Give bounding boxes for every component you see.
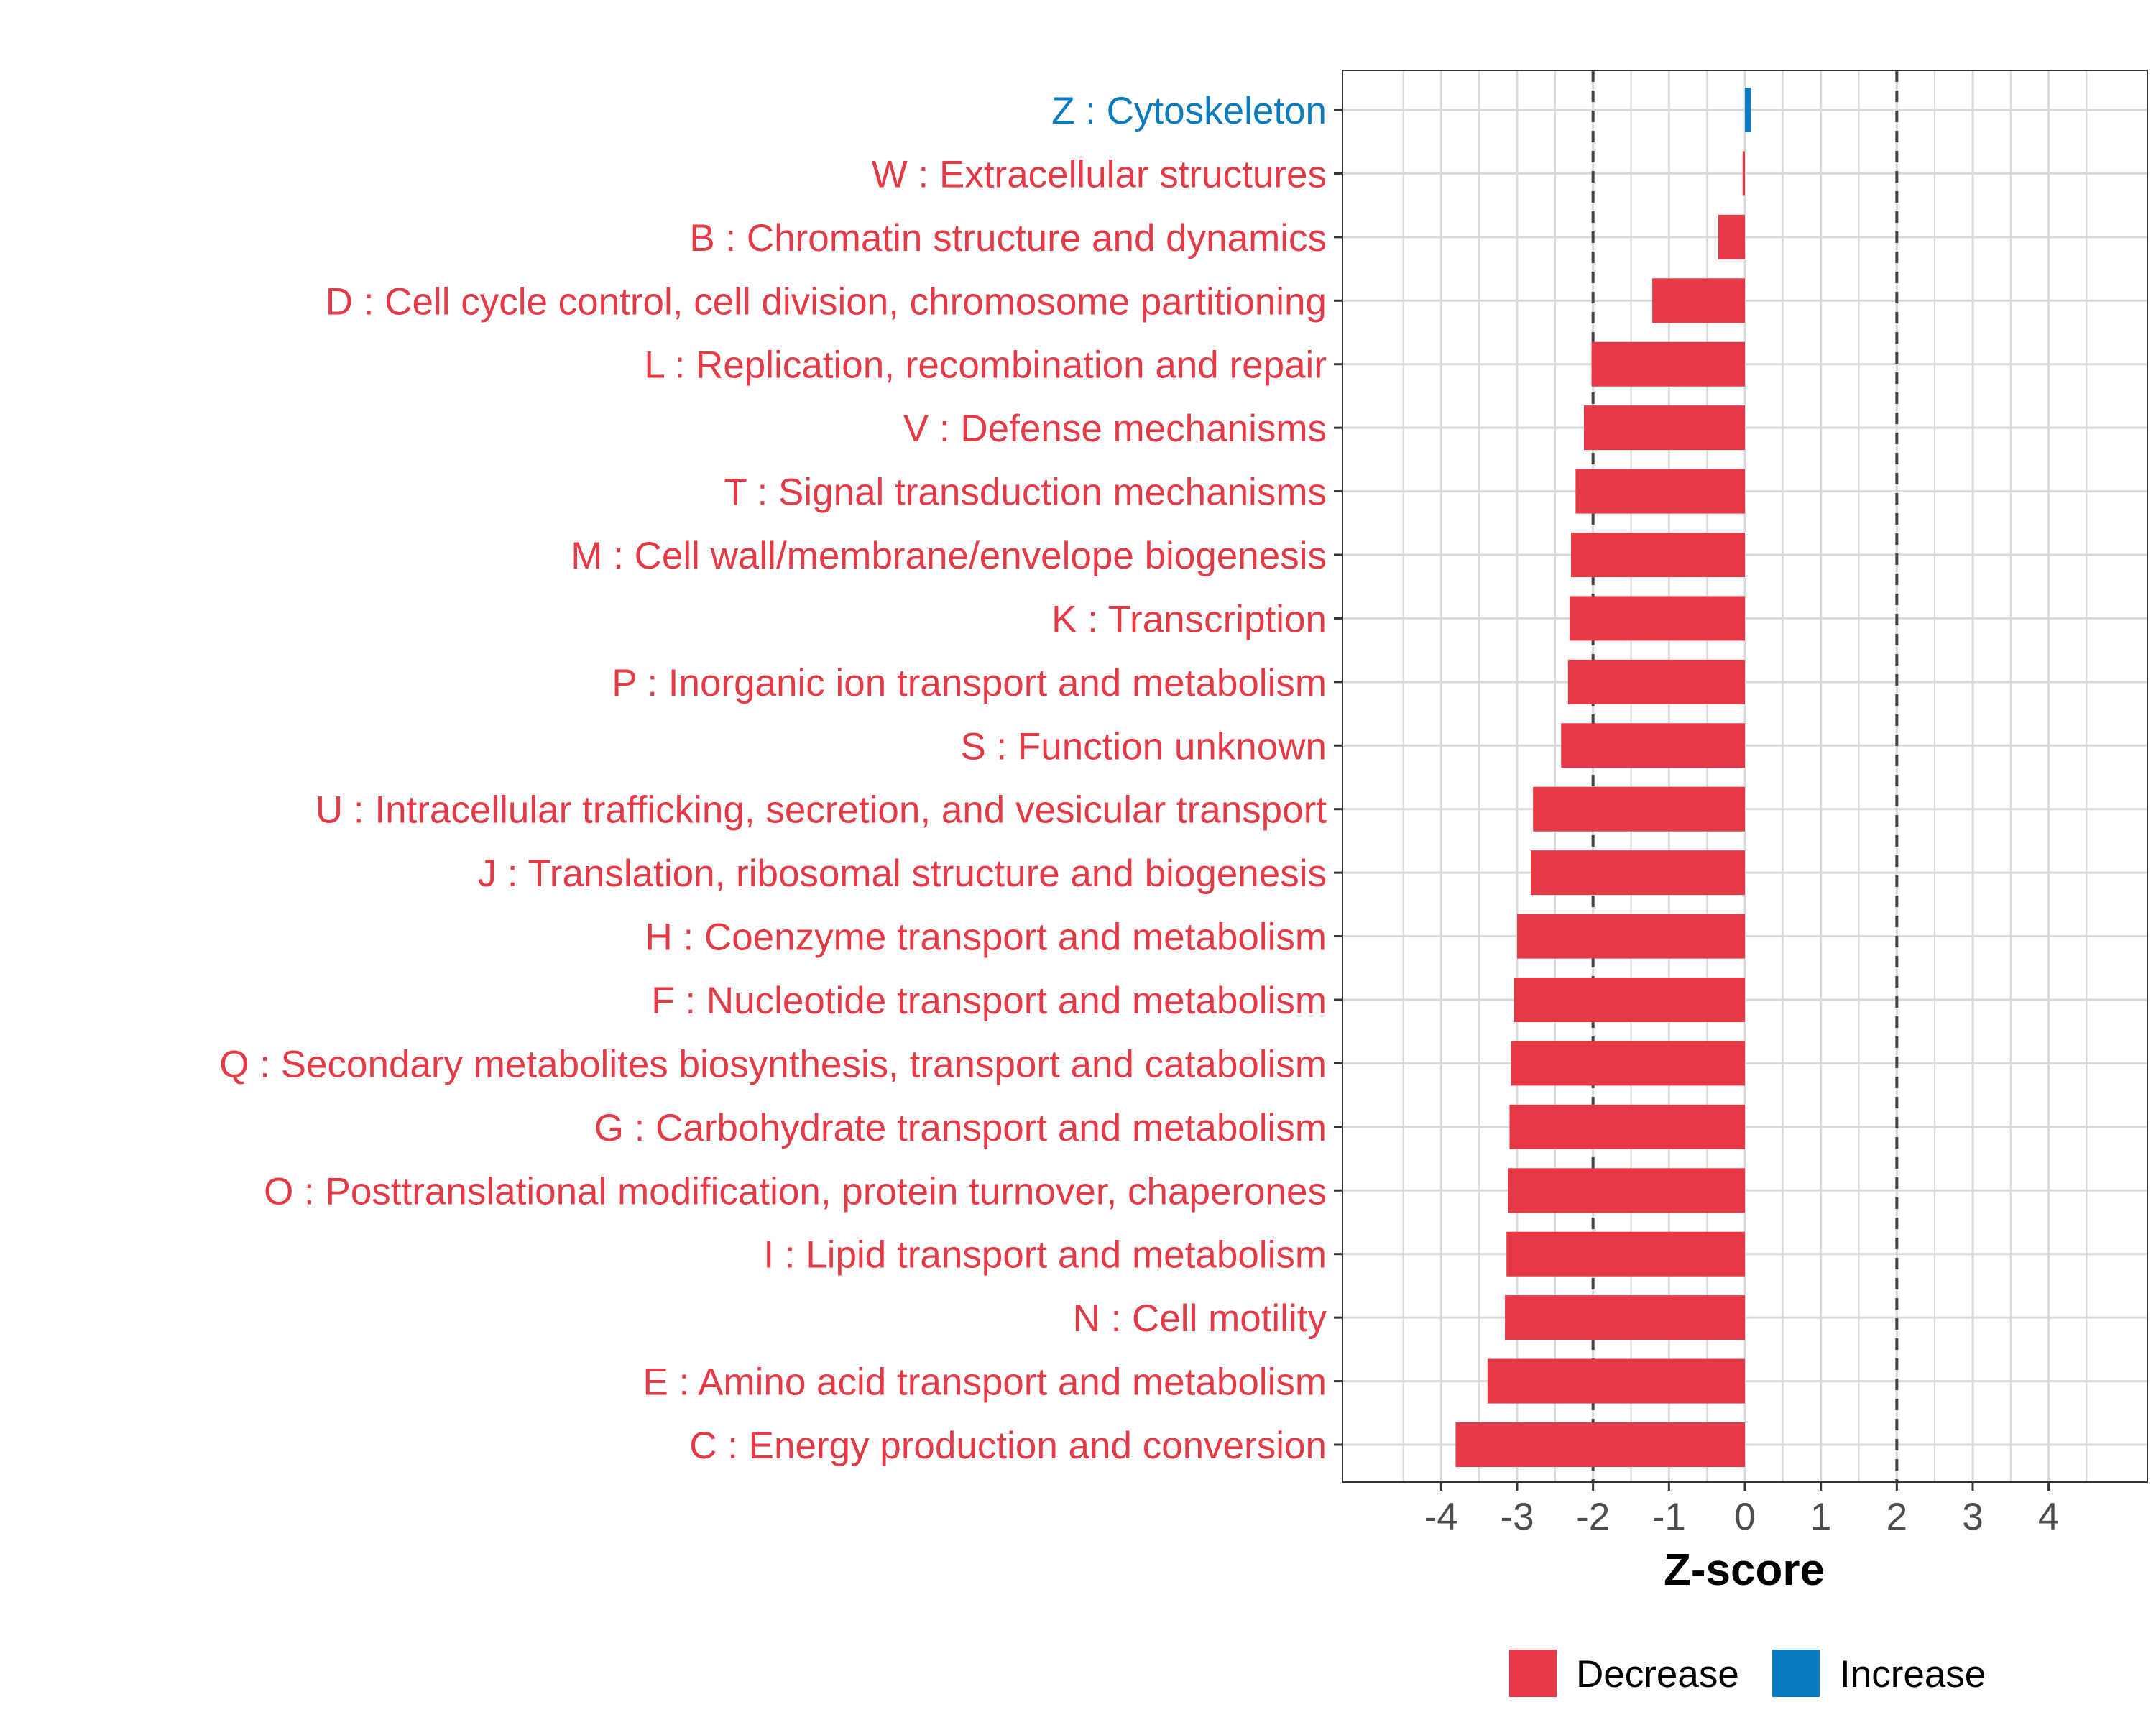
category-label: V : Defense mechanisms xyxy=(903,408,1327,450)
bar xyxy=(1575,469,1745,514)
bar xyxy=(1567,659,1745,704)
legend: Decrease Increase xyxy=(1509,1650,1986,1697)
bar xyxy=(1508,1168,1745,1213)
category-label: O : Posttranslational modification, prot… xyxy=(264,1170,1327,1213)
legend-key xyxy=(1772,1650,1820,1697)
legend-label: Decrease xyxy=(1576,1653,1739,1696)
category-label: F : Nucleotide transport and metabolism xyxy=(651,980,1327,1022)
bar xyxy=(1506,1231,1745,1276)
category-label: M : Cell wall/membrane/envelope biogenes… xyxy=(571,535,1327,577)
bar xyxy=(1561,723,1745,768)
x-tick-label: -3 xyxy=(1500,1496,1534,1538)
x-tick-label: 1 xyxy=(1810,1496,1831,1538)
bar xyxy=(1505,1295,1745,1340)
category-label: G : Carbohydrate transport and metabolis… xyxy=(594,1107,1327,1149)
category-label: E : Amino acid transport and metabolism xyxy=(642,1361,1327,1404)
category-label: W : Extracellular structures xyxy=(872,153,1327,196)
bar xyxy=(1509,1104,1745,1149)
x-tick-label: -1 xyxy=(1652,1496,1686,1538)
bar xyxy=(1571,533,1745,577)
bar xyxy=(1718,214,1745,259)
y-axis-ticks xyxy=(1334,109,1342,1446)
category-label: L : Replication, recombination and repai… xyxy=(644,344,1327,387)
category-label: T : Signal transduction mechanisms xyxy=(724,472,1327,514)
bar xyxy=(1517,914,1745,959)
category-label: S : Function unknown xyxy=(960,725,1327,768)
x-axis-title: Z-score xyxy=(1664,1545,1825,1595)
legend-label: Increase xyxy=(1840,1653,1986,1696)
bar xyxy=(1584,405,1745,451)
x-tick-label: 4 xyxy=(2038,1496,2059,1538)
category-labels: Z : Cytoskeleton W : Extracellular struct… xyxy=(219,90,1327,1467)
category-label: C : Energy production and conversion xyxy=(689,1425,1327,1467)
bars xyxy=(1455,88,1751,1467)
category-label: Z : Cytoskeleton xyxy=(1051,90,1327,132)
category-label: P : Inorganic ion transport and metaboli… xyxy=(612,662,1327,704)
x-tick-label: 3 xyxy=(1962,1496,1983,1538)
bar xyxy=(1511,1041,1745,1086)
bar xyxy=(1745,88,1751,132)
x-tick-label: 0 xyxy=(1734,1496,1755,1538)
bar xyxy=(1455,1422,1745,1467)
legend-key xyxy=(1509,1650,1557,1697)
bar xyxy=(1533,786,1745,832)
bar xyxy=(1531,850,1745,896)
bar xyxy=(1652,278,1745,323)
category-label: B : Chromatin structure and dynamics xyxy=(689,217,1327,259)
bar xyxy=(1742,151,1745,196)
category-label: U : Intracellular trafficking, secretion… xyxy=(315,789,1327,832)
category-label: K : Transcription xyxy=(1051,598,1327,640)
category-label: I : Lipid transport and metabolism xyxy=(763,1234,1327,1276)
category-label: H : Coenzyme transport and metabolism xyxy=(645,916,1327,959)
bar xyxy=(1514,978,1745,1022)
bar xyxy=(1591,341,1745,387)
category-label: Q : Secondary metabolites biosynthesis, … xyxy=(219,1043,1327,1085)
bar xyxy=(1487,1358,1745,1404)
category-label: N : Cell motility xyxy=(1073,1297,1327,1340)
bar xyxy=(1569,596,1745,641)
category-label: D : Cell cycle control, cell division, c… xyxy=(326,280,1327,323)
category-label: J : Translation, ribosomal structure and… xyxy=(478,852,1327,895)
x-tick-label: -4 xyxy=(1424,1496,1458,1538)
grid xyxy=(1342,70,2147,1482)
x-tick-label: -2 xyxy=(1576,1496,1610,1538)
x-axis-ticks: -4 -3 -2 -1 0 1 2 3 4 xyxy=(1424,1482,2059,1538)
x-tick-label: 2 xyxy=(1886,1496,1907,1538)
